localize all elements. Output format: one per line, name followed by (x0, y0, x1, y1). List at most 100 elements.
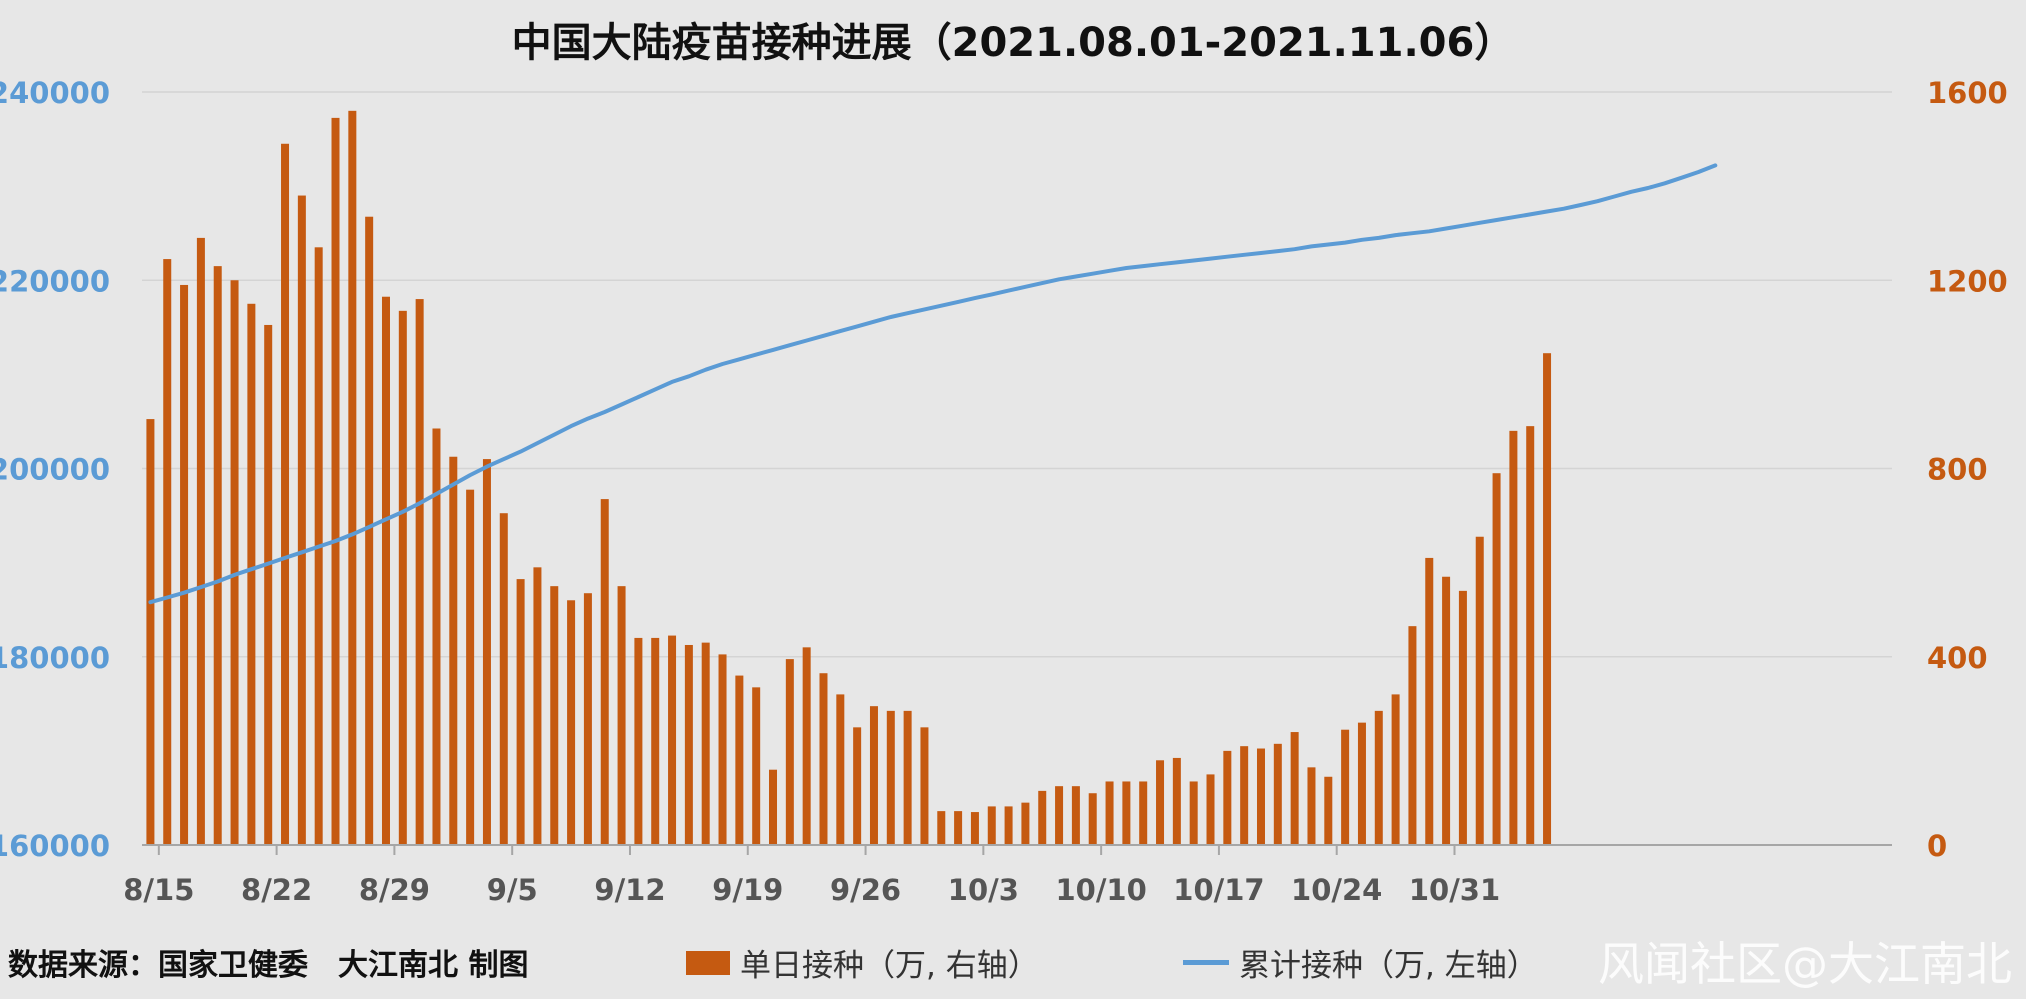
bar (937, 811, 946, 845)
bar (1357, 722, 1366, 845)
bar (146, 419, 155, 845)
bar (1425, 557, 1434, 845)
bar (1240, 746, 1249, 845)
bar (802, 647, 811, 845)
bar (769, 769, 778, 845)
x-axis-tick-label: 8/29 (359, 873, 430, 907)
bar (1139, 781, 1148, 845)
source-note: 数据来源：国家卫健委 大江南北 制图 (8, 948, 529, 983)
bar (600, 499, 609, 845)
bar (449, 456, 458, 845)
bar (247, 303, 256, 845)
bar (1172, 757, 1181, 845)
bar (735, 675, 744, 845)
bar (819, 673, 828, 845)
x-axis-tick-label: 10/24 (1291, 873, 1382, 907)
bar (432, 428, 441, 845)
x-axis-tick-label: 8/15 (123, 873, 194, 907)
bar (1055, 786, 1064, 845)
bar (1475, 536, 1484, 845)
legend-daily-label: 单日接种（万, 右轴） (740, 948, 1039, 984)
bar (1071, 786, 1080, 845)
x-axis-tick-label: 10/3 (948, 873, 1019, 907)
bar (348, 110, 357, 845)
bar (1189, 781, 1198, 845)
bar (281, 143, 290, 846)
bar (1492, 473, 1501, 845)
bar (499, 513, 508, 845)
bar (1223, 750, 1232, 845)
bar (920, 727, 929, 845)
bar (684, 644, 693, 845)
bar (180, 284, 189, 845)
bar (1290, 732, 1299, 845)
watermark: 风闻社区@大江南北 (1598, 937, 2012, 991)
right-axis-tick-label: 1600 (1927, 76, 2008, 110)
x-axis-tick-label: 10/17 (1173, 873, 1264, 907)
left-axis-tick-label: 240000 (0, 76, 110, 110)
bar (1038, 790, 1047, 845)
bar (1509, 430, 1518, 845)
bar (1526, 426, 1535, 845)
legend-bar-swatch (686, 950, 730, 975)
bar (365, 216, 374, 845)
bar (1122, 781, 1131, 845)
bar (954, 811, 963, 845)
bar (230, 280, 239, 845)
x-axis-tick-label: 9/19 (712, 873, 783, 907)
bar (634, 637, 643, 845)
bar (482, 459, 491, 845)
bar (550, 586, 559, 845)
bar (1543, 353, 1552, 845)
bar (466, 489, 475, 845)
bar (1273, 743, 1282, 845)
legend-cumulative-label: 累计接种（万, 左轴） (1239, 948, 1538, 984)
bar (903, 710, 912, 845)
bar (1341, 729, 1350, 845)
cumulative-series-line (148, 163, 1718, 605)
left-axis-tick-label: 200000 (0, 453, 110, 487)
left-axis-tick-label: 160000 (0, 829, 110, 863)
bar (869, 706, 878, 845)
bar (987, 806, 996, 845)
bar (163, 259, 172, 845)
bar (668, 635, 677, 845)
bar (1458, 590, 1467, 845)
bar (264, 324, 273, 846)
left-axis-tick-label: 220000 (0, 264, 110, 298)
legend-daily: 单日接种（万, 右轴） (686, 940, 1039, 985)
bar (886, 710, 895, 845)
bar (1374, 710, 1383, 845)
bar (701, 642, 710, 845)
bar (516, 579, 525, 845)
right-axis-tick-label: 1200 (1927, 264, 2008, 298)
bar (583, 593, 592, 845)
bar (836, 694, 845, 845)
bar (651, 637, 660, 845)
bar (970, 812, 979, 845)
x-axis-tick-label: 9/5 (487, 873, 538, 907)
bar (1206, 774, 1215, 845)
x-axis-tick-label: 10/10 (1055, 873, 1146, 907)
bar (785, 659, 794, 845)
bar (1156, 760, 1165, 845)
bar (1391, 694, 1400, 845)
bar (1088, 793, 1097, 845)
bar (1105, 781, 1114, 845)
x-axis-tick-label: 9/12 (594, 873, 665, 907)
bar (718, 654, 727, 845)
x-axis-tick-label: 8/22 (241, 873, 312, 907)
bar (617, 586, 626, 845)
bar (196, 237, 205, 846)
right-axis-tick-label: 400 (1927, 641, 1988, 675)
legend-line-swatch (1183, 960, 1229, 965)
bar (567, 600, 576, 845)
right-axis-tick-label: 800 (1927, 453, 1988, 487)
bar (853, 727, 862, 845)
bar (1256, 748, 1265, 845)
chart-title: 中国大陆疫苗接种进展（2021.08.01-2021.11.06） (511, 20, 1515, 66)
bar (1021, 802, 1030, 845)
right-axis-tick-label: 0 (1927, 829, 1947, 863)
